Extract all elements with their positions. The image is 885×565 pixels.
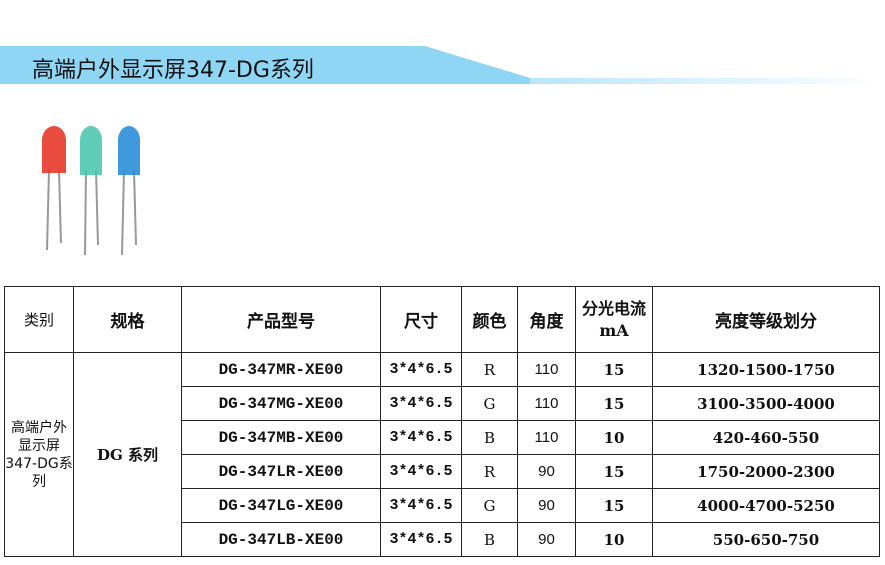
size-cell: 3*4*6.5 (380, 420, 462, 455)
table-row: 高端户外显示屏347-DG系列 DG 系列 DG-347MR-XE00 3*4*6.5… (4, 352, 880, 557)
current-cell: 15 (575, 352, 653, 387)
col-header: 规格 (73, 286, 182, 353)
color-cell: G (461, 386, 518, 421)
brightness-cell: 420-460-550 (652, 420, 880, 455)
current-cell: 15 (575, 386, 653, 421)
model-cell: DG-347MR-XE00 (181, 352, 381, 387)
model-cell: DG-347LG-XE00 (181, 488, 381, 523)
col-header: 亮度等级划分 (652, 286, 880, 353)
size-cell: 3*4*6.5 (380, 522, 462, 557)
spec-cell: DG 系列 (73, 352, 182, 557)
red-led-icon (42, 126, 66, 251)
current-cell: 10 (575, 420, 653, 455)
size-cell: 3*4*6.5 (380, 386, 462, 421)
size-cell: 3*4*6.5 (380, 352, 462, 387)
col-header: 颜色 (461, 286, 518, 353)
angle-cell: 110 (517, 420, 576, 455)
angle-cell: 90 (517, 522, 576, 557)
model-cell: DG-347MB-XE00 (181, 420, 381, 455)
model-cell: DG-347LR-XE00 (181, 454, 381, 489)
col-header: 类别 (4, 286, 74, 353)
model-cell: DG-347LB-XE00 (181, 522, 381, 557)
table-header-row: 类别 规格 产品型号 尺寸 颜色 角度 分光电流mA 亮度等级划分 (4, 286, 880, 353)
table-row: DG-347LB-XE00 3*4*6.5 B 90 10 550-650-750 (5, 522, 880, 557)
angle-cell: 90 (517, 454, 576, 489)
col-header: 分光电流mA (575, 286, 653, 353)
brightness-cell: 550-650-750 (652, 522, 880, 557)
current-cell: 15 (575, 488, 653, 523)
category-cell: 高端户外显示屏347-DG系列 (4, 352, 74, 557)
col-header: 尺寸 (380, 286, 462, 353)
angle-cell: 110 (517, 386, 576, 421)
color-cell: G (461, 488, 518, 523)
current-cell: 10 (575, 522, 653, 557)
col-header: 角度 (517, 286, 576, 353)
color-cell: R (461, 454, 518, 489)
green-led-icon (80, 126, 102, 256)
color-cell: B (461, 420, 518, 455)
size-cell: 3*4*6.5 (380, 488, 462, 523)
brightness-cell: 1750-2000-2300 (652, 454, 880, 489)
brightness-cell: 3100-3500-4000 (652, 386, 880, 421)
table-row: DG-347LG-XE00 3*4*6.5 G 90 15 4000-4700-5250 (5, 488, 880, 523)
page-title: 高端户外显示屏347-DG系列 (32, 58, 314, 83)
blue-led-icon (118, 126, 140, 256)
led-product-image (42, 126, 140, 256)
angle-cell: 90 (517, 488, 576, 523)
model-cell: DG-347MG-XE00 (181, 386, 381, 421)
color-cell: B (461, 522, 518, 557)
brightness-cell: 1320-1500-1750 (652, 352, 880, 387)
col-header: 产品型号 (181, 286, 381, 353)
title-banner (0, 46, 885, 84)
color-cell: R (461, 352, 518, 387)
current-cell: 15 (575, 454, 653, 489)
angle-cell: 110 (517, 352, 576, 387)
brightness-cell: 4000-4700-5250 (652, 488, 880, 523)
table-row: DG-347MG-XE00 3*4*6.5 G 110 15 3100-3500-4000 (5, 386, 880, 421)
spec-table: 类别 规格 产品型号 尺寸 颜色 角度 分光电流mA 亮度等级划分 高端户外显示… (4, 286, 880, 557)
size-cell: 3*4*6.5 (380, 454, 462, 489)
